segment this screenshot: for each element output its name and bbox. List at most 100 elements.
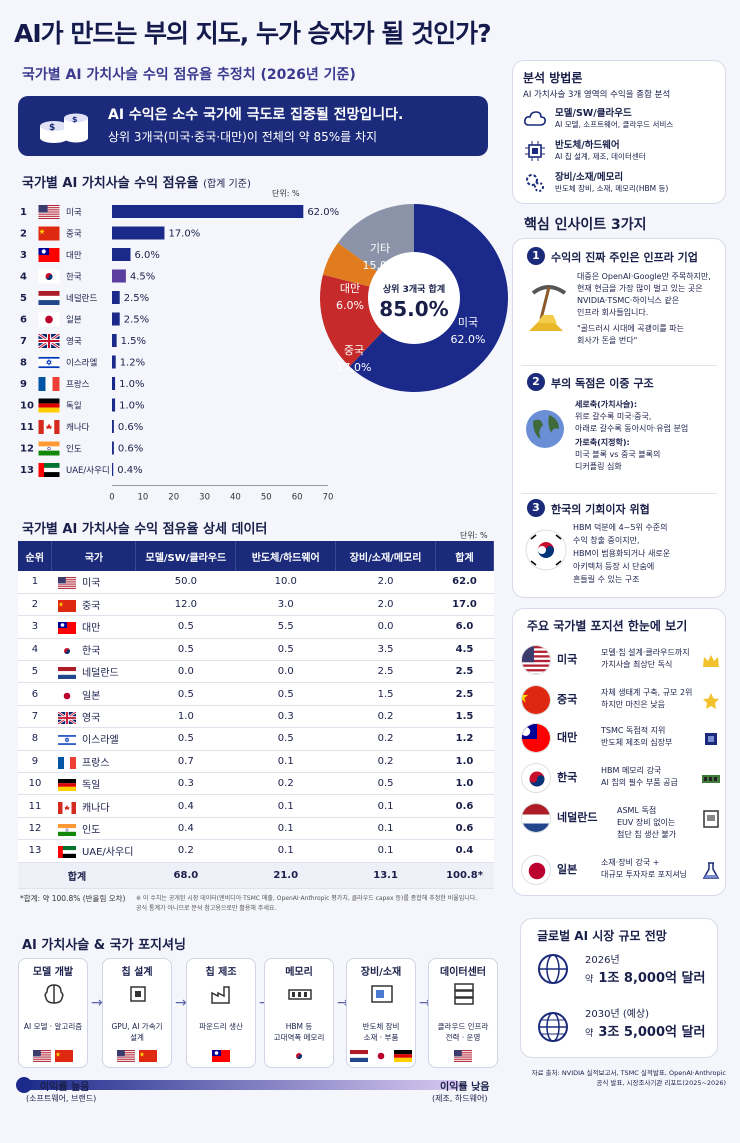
donut-slice-name: 미국 <box>458 316 478 329</box>
bar-category-label: 한국 <box>66 273 82 283</box>
table-cell: 0.2 <box>335 705 436 729</box>
bar-category-label: 일본 <box>66 316 82 326</box>
x-tick-label: 20 <box>168 493 179 503</box>
table-cell: 3.0 <box>235 593 336 617</box>
table-cell: 0.0 <box>235 660 336 684</box>
chain-step-name: 데이터센터 <box>440 967 486 978</box>
table-cell: 0.5 <box>135 682 236 706</box>
japan-flag-icon <box>38 312 60 327</box>
taiwan-flag-icon <box>57 622 76 635</box>
chain-step-desc: HBM 등 고대역폭 메모리 <box>273 1022 325 1042</box>
table-cell: 7 <box>18 705 52 729</box>
method-name: 반도체/하드웨어 <box>555 140 620 151</box>
chain-step: 칩 설계 GPU, AI 가속기 설계 <box>102 958 172 1068</box>
table-cell: 인도 <box>51 817 136 841</box>
france-flag-icon <box>38 377 60 391</box>
germany-flag-icon <box>38 398 60 413</box>
market-title: 글로벌 AI 시장 규모 전망 <box>537 929 667 943</box>
table-cell: 영국 <box>51 705 136 729</box>
factory-icon <box>211 986 230 1004</box>
source-line: 공식 발표, 시장조사기관 리포트(2025~2026) <box>596 1079 726 1087</box>
table-row: 10 독일 0.3 0.2 0.5 1.0 <box>18 772 494 796</box>
table-cell: 0.5 <box>235 727 336 751</box>
table-row: 1 미국 50.0 10.0 2.0 62.0 <box>18 571 494 594</box>
positions-card: 주요 국가별 포지션 한눈에 보기 미국 모델·칩 설계·클라우드까지 가치사슬 최… <box>512 608 726 896</box>
table-cell: 2.5 <box>435 682 494 706</box>
chain-step-desc: 클라우드 인프라 전력 · 운영 <box>437 1022 489 1042</box>
position-country: 네덜란드 <box>557 811 598 824</box>
donut-slice-value: 15.0% <box>363 259 398 272</box>
table-cell: 0.5 <box>135 615 236 639</box>
table-cell: 0.7 <box>135 750 236 774</box>
methods-desc: AI 가치사슬 3개 영역의 수익을 종합 분석 <box>523 90 671 100</box>
bar-category-label: UAE/사우디 <box>66 466 110 476</box>
bar <box>112 398 116 412</box>
table-cell: 0.2 <box>235 772 336 796</box>
position-country: 일본 <box>557 863 578 876</box>
netherlands-flag-icon <box>350 1050 368 1062</box>
position-country: 미국 <box>557 653 578 666</box>
usa-flag-icon <box>33 1050 51 1063</box>
table-cell: 0.1 <box>335 839 436 863</box>
table-cell: 0.1 <box>335 817 436 841</box>
table-country: 중국 <box>81 601 101 613</box>
bar-chart: 1 미국 62.0% 2 중국 17.0% 3 대만 6.0% 4 한국 4.5% 5 네덜란드 2.5% 6… <box>20 205 339 503</box>
market-card: 글로벌 AI 시장 규모 전망 2026년 약 1조 8,000억 달러 203… <box>520 918 718 1058</box>
x-tick-label: 50 <box>261 493 272 503</box>
chain-step-flags <box>347 1047 415 1066</box>
table-cell: 12.0 <box>135 593 236 617</box>
table-cell: 2.0 <box>335 593 436 617</box>
korea-flag-icon <box>522 764 550 792</box>
x-tick-label: 10 <box>137 493 148 503</box>
chain-step-flags <box>187 1047 255 1066</box>
insight-1-title: 수익의 진짜 주인은 인프라 기업 <box>551 251 698 264</box>
country-flag-circle <box>521 803 551 833</box>
chain-step: 칩 제조 파운드리 생산 <box>186 958 256 1068</box>
bar <box>112 312 120 326</box>
table-row: 2 중국 12.0 3.0 2.0 17.0 <box>18 593 494 617</box>
table-unit: 단위: % <box>460 531 488 540</box>
table-cell: 13 <box>18 839 52 863</box>
insight-1-line: 대중은 OpenAI·Google만 주목하지만, <box>577 272 711 281</box>
data-table: 순위 국가 모델/SW/클라우드 반도체/하드웨어 장비/소재/메모리 합계 1 미국 50.… <box>18 541 494 889</box>
table-cell: 1.5 <box>335 682 436 706</box>
germany-flag-icon <box>394 1050 412 1062</box>
position-country: 대만 <box>557 731 578 744</box>
chip-icon <box>525 141 545 161</box>
position-desc-line: 자체 생태계 구축, 규모 2위 <box>601 688 693 697</box>
bar <box>112 291 120 304</box>
bar-value-label: 1.0% <box>119 379 144 390</box>
table-cell: 6 <box>18 682 52 706</box>
table-cell: 5.5 <box>235 615 336 639</box>
insight-3-line: 수익 창출 중이지만, <box>573 536 640 545</box>
position-desc: 소재·장비 강국 + 대규모 투자자로 포지셔닝 <box>601 857 687 881</box>
bar-value-label: 4.5% <box>130 272 155 283</box>
table-cell: 중국 <box>51 593 136 617</box>
donut-slice-value: 6.0% <box>336 299 364 312</box>
chip-icon <box>130 986 146 1002</box>
japan-flag-icon <box>57 689 76 702</box>
table-note-total: *합계: 약 100.8% (반올림 오차) <box>20 894 126 903</box>
canada-flag-icon <box>57 801 76 814</box>
korea-flag-icon <box>38 269 60 284</box>
usa-flag-icon <box>38 205 60 219</box>
china-flag-icon <box>522 686 550 714</box>
table-country: 캐나다 <box>81 802 110 814</box>
table-cell: 1.0 <box>135 705 236 729</box>
table-row: 3 대만 0.5 5.5 0.0 6.0 <box>18 615 494 639</box>
chevron-right-icon: → <box>337 995 349 1011</box>
globe-icon <box>526 410 564 448</box>
bar-rank: 11 <box>20 422 34 433</box>
bar-rank: 7 <box>20 336 27 347</box>
table-cell: 프랑스 <box>51 750 136 774</box>
china-flag-icon <box>38 226 60 241</box>
france-flag-icon <box>57 756 76 769</box>
table-note-disclaimer-2: 공식 통계가 아니므로 분석 참고용으로만 활용해 주세요. <box>136 905 277 912</box>
table-cell: 50.0 <box>135 571 236 594</box>
table-cell: 한국 <box>51 638 136 662</box>
table-row: 12 인도 0.4 0.1 0.1 0.6 <box>18 817 494 841</box>
market-prefix: 약 <box>585 975 594 985</box>
table-cell: 4 <box>18 638 52 662</box>
country-flag-circle <box>521 855 551 885</box>
position-desc-line: TSMC 독점적 지위 <box>601 726 666 735</box>
